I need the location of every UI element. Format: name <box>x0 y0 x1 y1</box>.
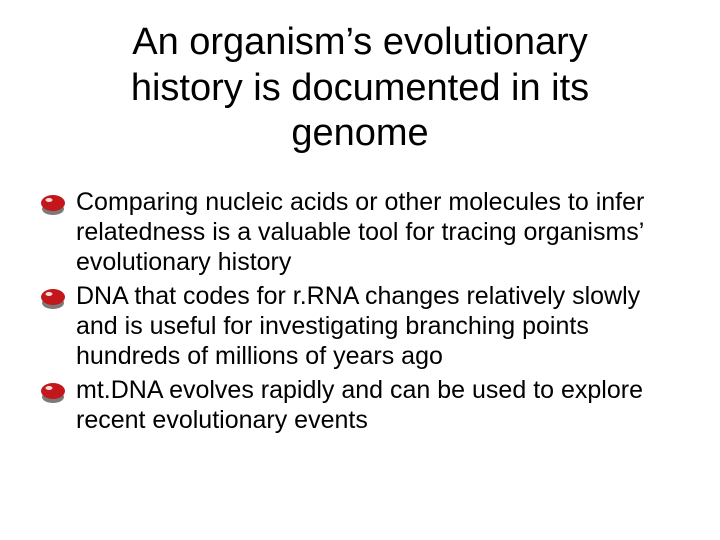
bullet-text: Comparing nucleic acids or other molecul… <box>76 187 680 277</box>
bullet-list: Comparing nucleic acids or other molecul… <box>40 187 680 435</box>
bullet-icon <box>40 191 66 217</box>
bullet-icon <box>40 285 66 311</box>
bullet-text: DNA that codes for r.RNA changes relativ… <box>76 281 680 371</box>
bullet-icon <box>40 379 66 405</box>
bullet-text: mt.DNA evolves rapidly and can be used t… <box>76 375 680 435</box>
slide-title: An organism’s evolutionary history is do… <box>80 20 640 157</box>
list-item: Comparing nucleic acids or other molecul… <box>40 187 680 277</box>
list-item: DNA that codes for r.RNA changes relativ… <box>40 281 680 371</box>
list-item: mt.DNA evolves rapidly and can be used t… <box>40 375 680 435</box>
